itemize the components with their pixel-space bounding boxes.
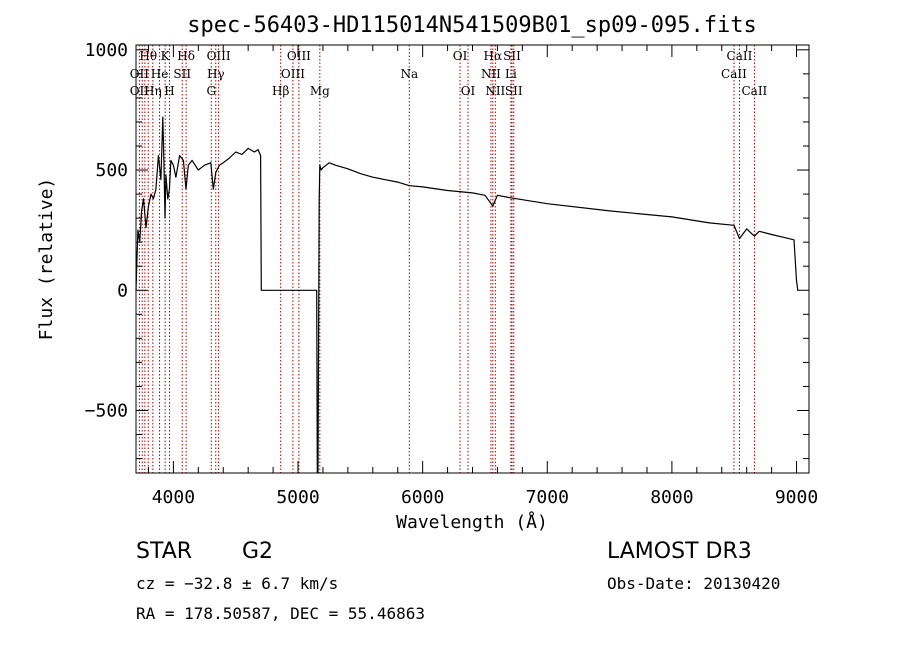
x-axis-label: Wavelength (Å): [396, 511, 548, 533]
x-tick-label: 4000: [152, 487, 195, 508]
obs-date: Obs-Date: 20130420: [607, 574, 781, 593]
x-tick-label: 7000: [526, 487, 569, 508]
line-label: CaII: [727, 49, 753, 63]
line-label: K: [161, 49, 171, 63]
line-markers: [138, 45, 755, 473]
line-label: NII: [481, 67, 501, 81]
line-label: Hβ: [272, 84, 289, 98]
line-label: CaII: [741, 84, 767, 98]
survey-name: LAMOST DR3: [607, 539, 752, 564]
y-axis: −500 0 500 1000: [85, 40, 809, 460]
y-tick-label: 0: [117, 280, 128, 301]
line-label: Na: [400, 67, 418, 81]
line-label: OIII: [287, 49, 311, 63]
y-tick-label: −500: [85, 400, 128, 421]
x-tick-label: 5000: [276, 487, 319, 508]
object-class: STAR: [136, 539, 193, 564]
line-label: NII: [485, 84, 505, 98]
line-label: Hθ: [139, 49, 157, 63]
plot-frame: [135, 44, 810, 474]
x-tick-label: 6000: [401, 487, 444, 508]
line-label: Hγ: [207, 67, 225, 81]
line-label: H: [164, 84, 174, 98]
y-tick-label: 1000: [85, 40, 128, 61]
line-label: SII: [505, 84, 523, 98]
line-label: Li: [505, 67, 517, 81]
x-tick-label: 8000: [650, 487, 693, 508]
line-label: OIII: [281, 67, 305, 81]
line-label: Hη: [144, 84, 162, 98]
y-tick-label: 500: [95, 160, 128, 181]
line-label: He: [151, 67, 169, 81]
line-label: Hα: [484, 49, 503, 63]
line-label: G: [206, 84, 216, 98]
line-label: SII: [173, 67, 191, 81]
line-label: Mg: [310, 84, 330, 98]
y-axis-label: Flux (relative): [36, 178, 57, 341]
line-label: OII: [130, 84, 150, 98]
object-subclass: G2: [242, 539, 274, 564]
line-label: OIII: [207, 49, 231, 63]
line-label: SII: [503, 49, 521, 63]
x-axis: 4000 5000 6000 7000 8000 9000: [147, 45, 818, 508]
redshift-cz: cz = −32.8 ± 6.7 km/s: [136, 574, 339, 593]
chart-title: spec-56403-HD115014N541509B01_sp09-095.f…: [187, 13, 757, 38]
line-label: Hδ: [177, 49, 195, 63]
line-label: OI: [453, 49, 468, 63]
line-label: OI: [461, 84, 476, 98]
spectrum-line: [135, 116, 799, 474]
x-tick-label: 9000: [775, 487, 818, 508]
coordinates: RA = 178.50587, DEC = 55.46863: [136, 604, 425, 623]
line-label: CaII: [721, 67, 747, 81]
